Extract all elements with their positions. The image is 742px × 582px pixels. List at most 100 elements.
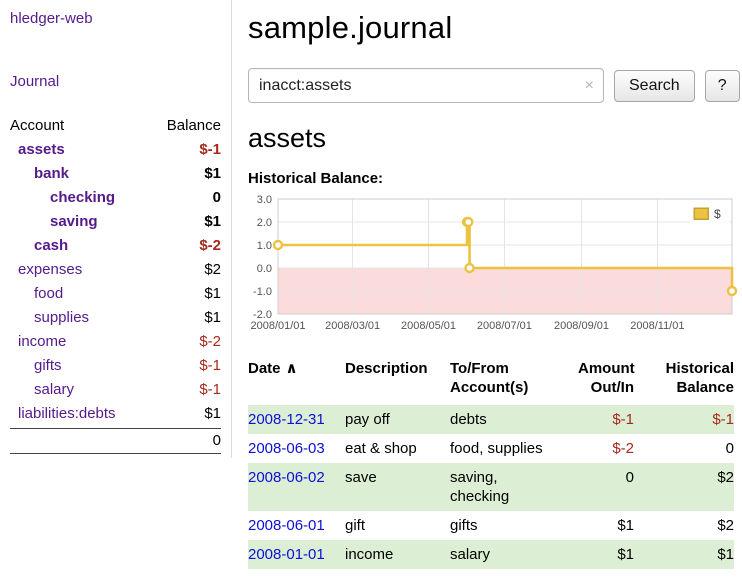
legend-label: $ bbox=[714, 207, 721, 221]
data-point bbox=[463, 216, 474, 228]
y-tick-label: 2.0 bbox=[257, 217, 272, 229]
y-tick-label: -1.0 bbox=[253, 286, 272, 298]
x-tick-label: 2008/05/01 bbox=[401, 320, 456, 332]
account-link-supplies[interactable]: supplies bbox=[34, 309, 90, 326]
account-link-income[interactable]: income bbox=[18, 333, 67, 350]
transaction-balance: $1 bbox=[717, 546, 734, 563]
sidebar: hledger-web Journal Account Balance asse… bbox=[0, 0, 232, 458]
account-balance: $1 bbox=[204, 213, 221, 230]
transaction-date-link[interactable]: 2008-06-03 bbox=[248, 440, 325, 457]
y-tick-label: 1.0 bbox=[257, 240, 272, 252]
accounts-header-account: Account bbox=[10, 117, 65, 134]
transaction-amount: $-1 bbox=[612, 411, 634, 428]
account-row: checking 0 bbox=[10, 186, 221, 210]
column-header-amount-out-in: Amount Out/In bbox=[578, 360, 635, 396]
hledger-web-app: hledger-web Journal Account Balance asse… bbox=[0, 0, 740, 569]
transaction-date-link[interactable]: 2008-06-02 bbox=[248, 469, 325, 486]
account-row: liabilities:debts $1 bbox=[10, 402, 221, 426]
x-tick-label: 2008/11/01 bbox=[630, 320, 684, 332]
transaction-balance: $2 bbox=[717, 517, 734, 534]
account-balance: $-1 bbox=[199, 357, 221, 374]
accounts-list: assets $-1 bank $1 checking 0 saving $1 cash $-2 e… bbox=[10, 138, 221, 426]
transaction-row: 2008-01-01 income salary $1 $1 bbox=[248, 540, 734, 569]
account-row: food $1 bbox=[10, 282, 221, 306]
transaction-amount: 0 bbox=[625, 469, 634, 486]
transaction-amount: $1 bbox=[617, 546, 634, 563]
transaction-accounts: debts bbox=[450, 411, 487, 428]
transaction-description: income bbox=[345, 546, 394, 563]
account-row: cash $-2 bbox=[10, 234, 221, 258]
account-heading: assets bbox=[248, 123, 327, 153]
account-balance: $1 bbox=[204, 285, 221, 302]
x-tick-label: 2008/03/01 bbox=[325, 320, 380, 332]
account-balance: $2 bbox=[204, 261, 221, 278]
account-balance: $1 bbox=[204, 405, 221, 422]
account-row: saving $1 bbox=[10, 210, 221, 234]
transactions-table: Date ∧ Description To/From Account(s) Amount… bbox=[248, 359, 734, 569]
account-row: supplies $1 bbox=[10, 306, 221, 330]
transaction-accounts: gifts bbox=[450, 517, 478, 534]
account-row: gifts $-1 bbox=[10, 354, 221, 378]
search-button[interactable]: Search bbox=[614, 69, 695, 102]
account-row: salary $-1 bbox=[10, 378, 221, 402]
account-link-saving[interactable]: saving bbox=[50, 213, 98, 230]
account-row: income $-2 bbox=[10, 330, 221, 354]
account-balance: $-2 bbox=[199, 237, 221, 254]
transaction-balance: $2 bbox=[717, 469, 734, 486]
transactions-header-row: Date ∧ Description To/From Account(s) Amount… bbox=[248, 359, 734, 405]
account-link-food[interactable]: food bbox=[34, 285, 64, 302]
transaction-description: pay off bbox=[345, 411, 390, 428]
transaction-date-link[interactable]: 2008-12-31 bbox=[248, 411, 325, 428]
data-point bbox=[272, 239, 284, 251]
clear-search-icon[interactable]: × bbox=[584, 76, 594, 94]
transaction-accounts: food, supplies bbox=[450, 440, 543, 457]
transactions-body: 2008-12-31 pay off debts $-1 $-1 2008-06-03 ea… bbox=[248, 405, 734, 569]
accounts-header-balance: Balance bbox=[166, 117, 221, 134]
account-link-assets[interactable]: assets bbox=[18, 141, 65, 158]
column-header-to-from-account-s: To/From Account(s) bbox=[450, 360, 529, 396]
search-input[interactable] bbox=[248, 68, 604, 103]
transaction-date-link[interactable]: 2008-06-01 bbox=[248, 517, 325, 534]
account-balance: $-1 bbox=[199, 141, 221, 158]
y-tick-label: -2.0 bbox=[253, 309, 272, 321]
account-link-expenses[interactable]: expenses bbox=[18, 261, 83, 278]
transaction-amount: $-2 bbox=[612, 440, 634, 457]
transaction-description: save bbox=[345, 469, 377, 486]
accounts-total-row: 0 bbox=[10, 428, 221, 454]
account-balance: $1 bbox=[204, 165, 221, 182]
account-link-bank[interactable]: bank bbox=[34, 165, 70, 182]
accounts-total-value: 0 bbox=[212, 432, 221, 449]
help-button[interactable]: ? bbox=[704, 69, 740, 102]
account-balance: $-2 bbox=[199, 333, 221, 350]
account-link-liabilities-debts[interactable]: liabilities:debts bbox=[18, 405, 116, 422]
account-link-checking[interactable]: checking bbox=[50, 189, 116, 206]
app-title-link[interactable]: hledger-web bbox=[10, 10, 93, 27]
account-link-salary[interactable]: salary bbox=[34, 381, 75, 398]
transaction-amount: $1 bbox=[617, 517, 634, 534]
data-point bbox=[464, 262, 475, 274]
x-tick-label: 2008/07/01 bbox=[477, 320, 532, 332]
sidebar-item-journal[interactable]: Journal bbox=[10, 73, 60, 90]
account-link-gifts[interactable]: gifts bbox=[34, 357, 62, 374]
transaction-row: 2008-06-03 eat & shop food, supplies $-2 0 bbox=[248, 434, 734, 463]
y-tick-label: 3.0 bbox=[257, 194, 272, 206]
account-balance: 0 bbox=[212, 189, 221, 206]
accounts-header-row: Account Balance bbox=[10, 114, 221, 138]
transaction-date-link[interactable]: 2008-01-01 bbox=[248, 546, 325, 563]
page-title: sample.journal bbox=[248, 10, 453, 45]
account-row: bank $1 bbox=[10, 162, 221, 186]
data-point bbox=[726, 285, 738, 297]
transaction-accounts: saving, checking bbox=[450, 469, 510, 505]
legend-swatch-icon bbox=[693, 207, 709, 220]
search-bar: × Search ? bbox=[248, 68, 740, 103]
account-row: expenses $2 bbox=[10, 258, 221, 282]
y-tick-label: 0.0 bbox=[257, 263, 272, 275]
column-header-historical-balance: Historical Balance bbox=[665, 360, 734, 396]
column-header-date[interactable]: Date ∧ bbox=[248, 360, 298, 377]
transaction-accounts: salary bbox=[450, 546, 491, 563]
transaction-row: 2008-12-31 pay off debts $-1 $-1 bbox=[248, 405, 734, 434]
account-link-cash[interactable]: cash bbox=[34, 237, 69, 254]
transaction-row: 2008-06-01 gift gifts $1 $2 bbox=[248, 511, 734, 540]
x-tick-label: 2008/09/01 bbox=[554, 320, 609, 332]
